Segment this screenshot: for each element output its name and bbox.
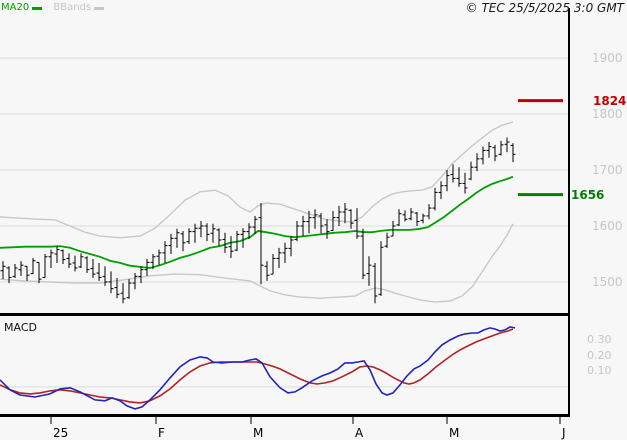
panel-borders	[0, 8, 570, 417]
x-axis-label: M	[253, 426, 264, 440]
price-axis-label: 1500	[592, 274, 623, 289]
x-axis-label: M	[449, 426, 460, 440]
price-axis-label: 1600	[592, 218, 623, 233]
price-axis-label: 1900	[592, 51, 623, 66]
copyright-timestamp: © TEC 25/5/2025 3:0 GMT	[465, 1, 624, 15]
x-axis-label: F	[158, 426, 165, 440]
bbands-line-swatch-icon	[94, 6, 105, 10]
legend-item-ma20: MA20	[1, 2, 43, 14]
x-axis-label: 25	[53, 426, 69, 440]
level-label-1656: 1656	[571, 187, 605, 202]
price-axis-label: 1800	[592, 107, 623, 122]
macd-axis-label: 0.30	[587, 333, 612, 347]
macd-axis-label: 0.10	[587, 364, 612, 378]
ma20-line-swatch-icon	[32, 6, 43, 10]
bollinger-bands	[0, 121, 514, 303]
ohlc-bars	[0, 137, 516, 304]
price-level-lines	[518, 99, 563, 197]
x-axis-ticks	[50, 417, 561, 424]
legend: MA20 BBands	[1, 2, 112, 14]
price-axis-label: 1700	[592, 163, 623, 178]
macd-panel	[0, 326, 568, 410]
bbands-legend-label: BBands	[53, 2, 92, 13]
x-axis-label: J	[562, 426, 566, 440]
x-axis-label: A	[355, 426, 364, 440]
macd-panel-label: MACD	[4, 321, 37, 334]
legend-item-bbands: BBands	[53, 2, 105, 14]
macd-axis-label: 0.20	[587, 348, 612, 362]
level-label-1824: 1824	[593, 93, 627, 108]
price-gridlines	[0, 57, 568, 283]
ma20-legend-label: MA20	[1, 2, 30, 13]
ma20-line	[0, 175, 514, 269]
